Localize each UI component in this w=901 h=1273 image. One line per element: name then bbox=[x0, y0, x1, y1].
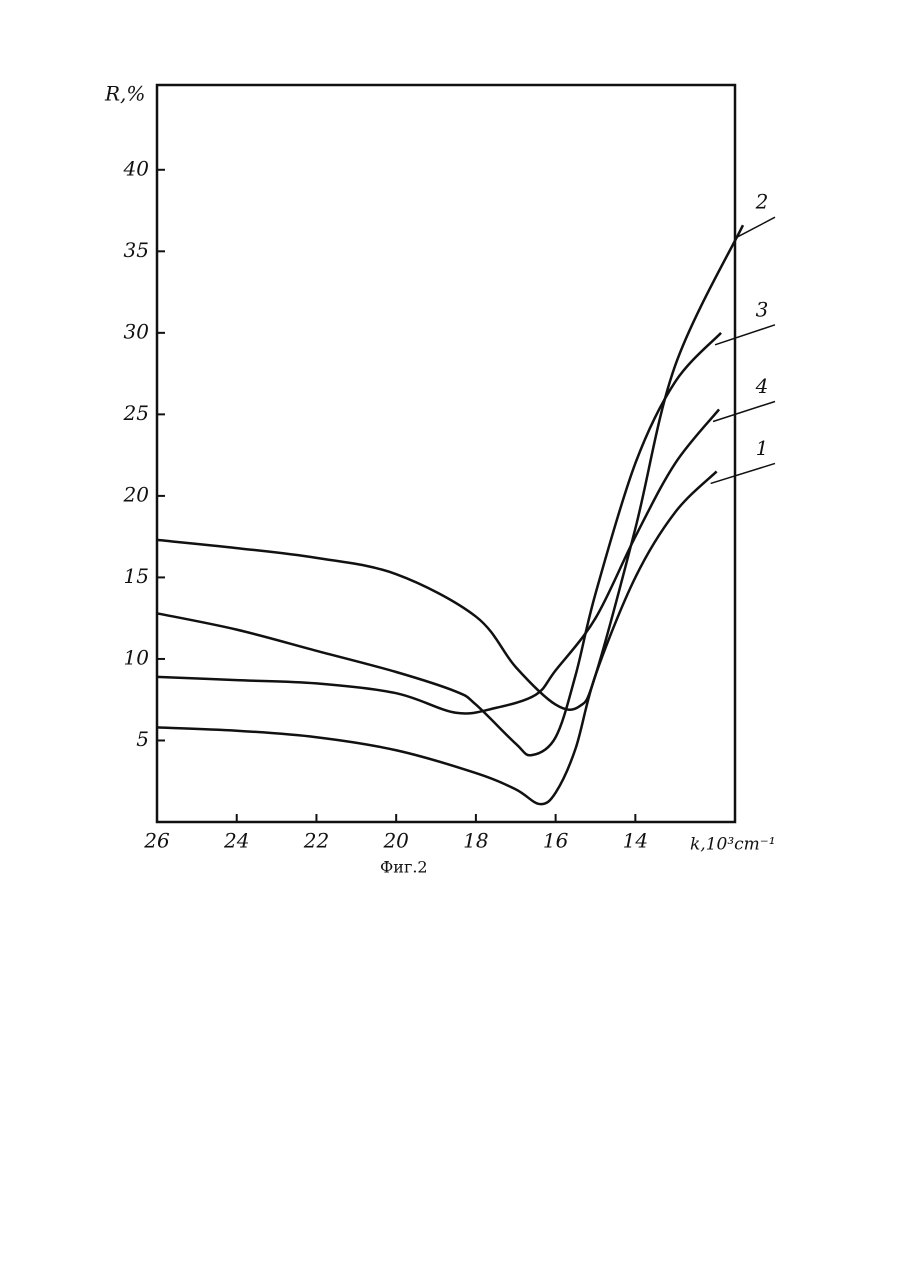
legend-leader bbox=[715, 325, 775, 345]
legend-label: 1 bbox=[756, 436, 769, 460]
y-tick-label: 15 bbox=[124, 564, 149, 588]
x-axis-label: k,10³cm⁻¹ bbox=[690, 835, 776, 855]
y-tick-label: 35 bbox=[124, 238, 149, 262]
legend-leader bbox=[713, 401, 775, 421]
x-tick-label: 16 bbox=[543, 829, 569, 853]
series-line bbox=[157, 409, 719, 713]
chart: R,% k,10³cm⁻¹ Фиг.2 51015202530354026242… bbox=[0, 0, 901, 1273]
x-tick-label: 18 bbox=[463, 829, 488, 853]
y-tick-label: 40 bbox=[123, 156, 150, 180]
y-tick-label: 10 bbox=[124, 645, 150, 669]
legend-label: 3 bbox=[756, 297, 769, 321]
x-tick-label: 20 bbox=[382, 829, 409, 853]
series-line bbox=[157, 333, 721, 755]
y-tick-label: 25 bbox=[123, 401, 149, 425]
series-line bbox=[157, 471, 717, 804]
x-tick-label: 22 bbox=[303, 829, 329, 853]
legend-leader bbox=[711, 463, 775, 483]
legend-label: 2 bbox=[755, 190, 769, 214]
y-axis-label: R,% bbox=[104, 82, 145, 106]
x-tick-label: 14 bbox=[623, 829, 648, 853]
x-tick-label: 24 bbox=[223, 829, 249, 853]
y-tick-label: 20 bbox=[123, 482, 150, 506]
y-tick-label: 5 bbox=[136, 727, 149, 751]
x-tick-label: 26 bbox=[143, 829, 170, 853]
caption: Фиг.2 bbox=[380, 858, 428, 877]
series-line bbox=[157, 225, 743, 709]
y-tick-label: 30 bbox=[124, 319, 150, 343]
legend-label: 4 bbox=[755, 374, 769, 398]
